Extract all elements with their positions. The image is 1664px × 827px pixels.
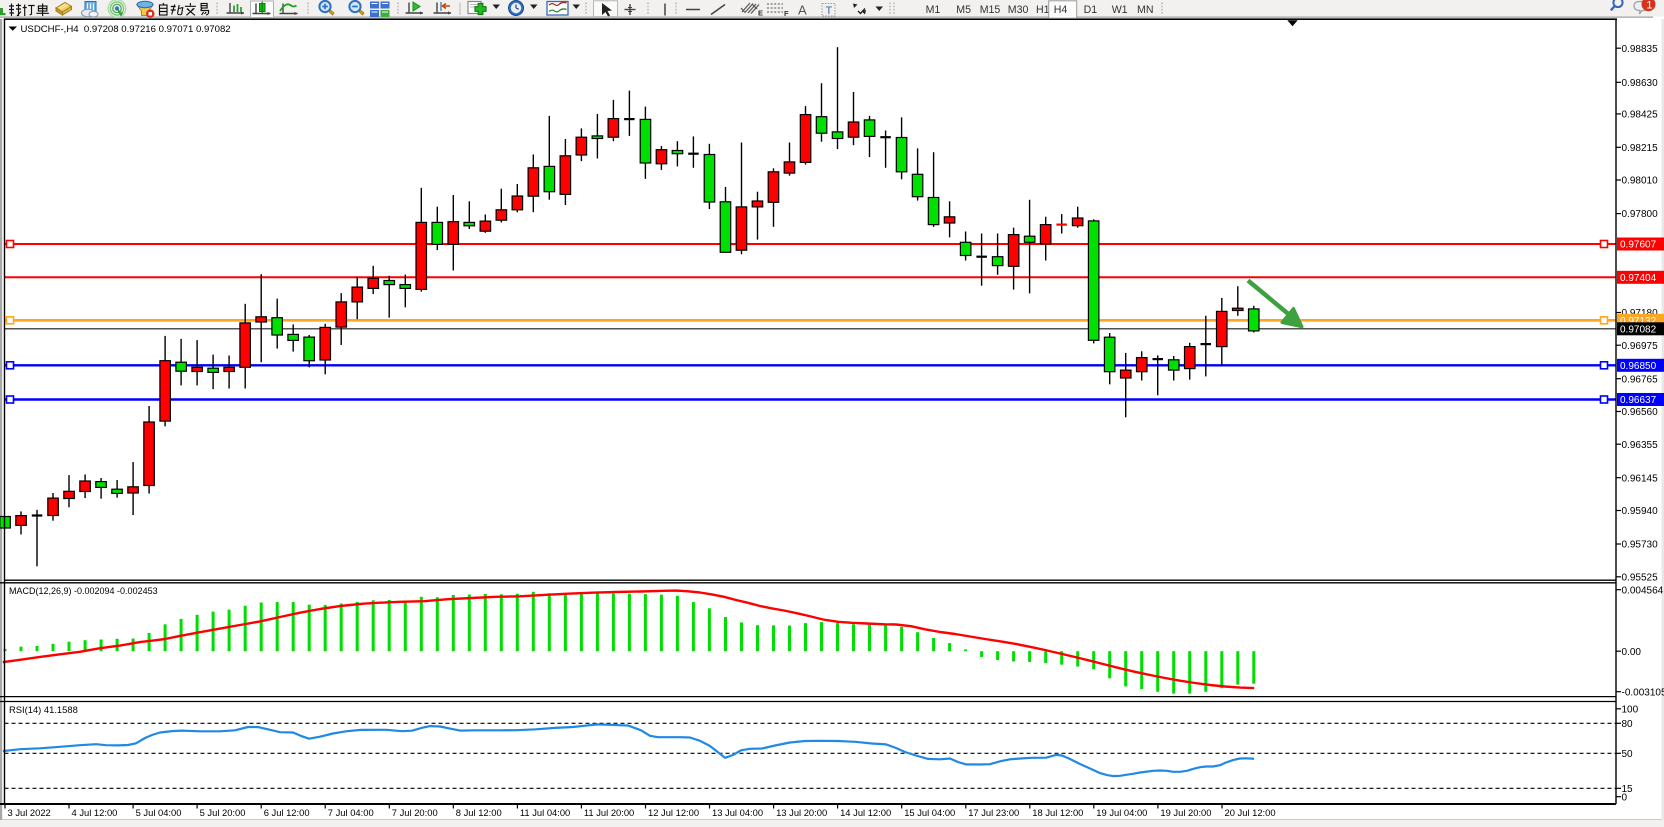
svg-text:M1: M1 xyxy=(926,4,941,16)
svg-text:A: A xyxy=(798,3,807,18)
svg-text:0.96637: 0.96637 xyxy=(1620,395,1657,406)
svg-text:M5: M5 xyxy=(956,4,971,16)
svg-text:W1: W1 xyxy=(1112,4,1128,16)
svg-text:0.96145: 0.96145 xyxy=(1622,473,1659,484)
svg-text:0.97607: 0.97607 xyxy=(1620,240,1657,251)
svg-text:19 Jul 04:00: 19 Jul 04:00 xyxy=(1096,807,1147,818)
svg-text:0.98425: 0.98425 xyxy=(1622,110,1659,121)
svg-text:-0.003105: -0.003105 xyxy=(1622,687,1664,698)
svg-text:20 Jul 12:00: 20 Jul 12:00 xyxy=(1225,807,1276,818)
svg-text:15 Jul 04:00: 15 Jul 04:00 xyxy=(904,807,955,818)
svg-text:E: E xyxy=(758,9,763,18)
svg-text:0.98835: 0.98835 xyxy=(1622,44,1659,55)
svg-text:15: 15 xyxy=(1622,784,1634,795)
svg-text:80: 80 xyxy=(1622,719,1634,730)
svg-text:0.004564: 0.004564 xyxy=(1622,585,1664,596)
svg-text:0.97180: 0.97180 xyxy=(1622,308,1659,319)
svg-text:T: T xyxy=(826,5,833,17)
svg-text:17 Jul 23:00: 17 Jul 23:00 xyxy=(968,807,1019,818)
svg-text:D1: D1 xyxy=(1084,4,1098,16)
svg-text:6 Jul 12:00: 6 Jul 12:00 xyxy=(264,807,310,818)
svg-text:0.97132: 0.97132 xyxy=(1620,316,1657,327)
svg-text:12 Jul 12:00: 12 Jul 12:00 xyxy=(648,807,699,818)
svg-text:13 Jul 04:00: 13 Jul 04:00 xyxy=(712,807,763,818)
svg-text:11 Jul 20:00: 11 Jul 20:00 xyxy=(584,807,634,818)
svg-text:8 Jul 12:00: 8 Jul 12:00 xyxy=(456,807,502,818)
svg-text:0.97800: 0.97800 xyxy=(1622,209,1659,220)
svg-text:0: 0 xyxy=(1622,792,1628,803)
svg-text:0.95730: 0.95730 xyxy=(1622,540,1659,551)
svg-text:0.95940: 0.95940 xyxy=(1622,506,1659,517)
svg-text:MACD(12,26,9) -0.002094 -0.002: MACD(12,26,9) -0.002094 -0.002453 xyxy=(9,586,158,596)
svg-text:0.96355: 0.96355 xyxy=(1622,440,1659,451)
svg-text:0.96765: 0.96765 xyxy=(1622,374,1659,385)
svg-text:M15: M15 xyxy=(980,4,1001,16)
svg-text:3 Jul 2022: 3 Jul 2022 xyxy=(8,807,51,818)
svg-text:MN: MN xyxy=(1137,4,1153,16)
svg-text:19 Jul 20:00: 19 Jul 20:00 xyxy=(1160,807,1211,818)
svg-text:100: 100 xyxy=(1622,704,1639,715)
svg-text:USDCHF-,H4 0.97208 0.97216 0.: USDCHF-,H4 0.97208 0.97216 0.97071 0.970… xyxy=(21,24,231,35)
svg-text:RSI(14) 41.1588: RSI(14) 41.1588 xyxy=(9,704,78,715)
svg-text:H1: H1 xyxy=(1036,4,1050,16)
svg-text:M30: M30 xyxy=(1008,4,1029,16)
svg-text:7 Jul 04:00: 7 Jul 04:00 xyxy=(328,807,374,818)
svg-text:0.95525: 0.95525 xyxy=(1622,572,1659,583)
svg-text:5 Jul 04:00: 5 Jul 04:00 xyxy=(136,807,182,818)
svg-text:0.98215: 0.98215 xyxy=(1622,143,1659,154)
svg-text:13 Jul 20:00: 13 Jul 20:00 xyxy=(776,807,827,818)
svg-text:11 Jul 04:00: 11 Jul 04:00 xyxy=(520,807,570,818)
svg-text:5 Jul 20:00: 5 Jul 20:00 xyxy=(200,807,246,818)
svg-text:1: 1 xyxy=(1646,0,1652,12)
svg-text:0.96560: 0.96560 xyxy=(1622,407,1659,418)
svg-text:0.98010: 0.98010 xyxy=(1622,176,1659,187)
svg-text:14 Jul 12:00: 14 Jul 12:00 xyxy=(840,807,891,818)
svg-text:7 Jul 20:00: 7 Jul 20:00 xyxy=(392,807,438,818)
svg-text:0.00: 0.00 xyxy=(1622,647,1642,658)
svg-text:0.98630: 0.98630 xyxy=(1622,78,1659,89)
svg-text:4 Jul 12:00: 4 Jul 12:00 xyxy=(72,807,118,818)
svg-text:0.97404: 0.97404 xyxy=(1620,273,1657,284)
svg-text:H4: H4 xyxy=(1054,4,1068,16)
svg-text:0.96975: 0.96975 xyxy=(1622,341,1659,352)
svg-text:F: F xyxy=(784,9,789,18)
svg-text:50: 50 xyxy=(1622,749,1634,760)
svg-text:0.97082: 0.97082 xyxy=(1620,324,1657,335)
svg-text:18 Jul 12:00: 18 Jul 12:00 xyxy=(1032,807,1083,818)
svg-text:0.96850: 0.96850 xyxy=(1620,361,1657,372)
